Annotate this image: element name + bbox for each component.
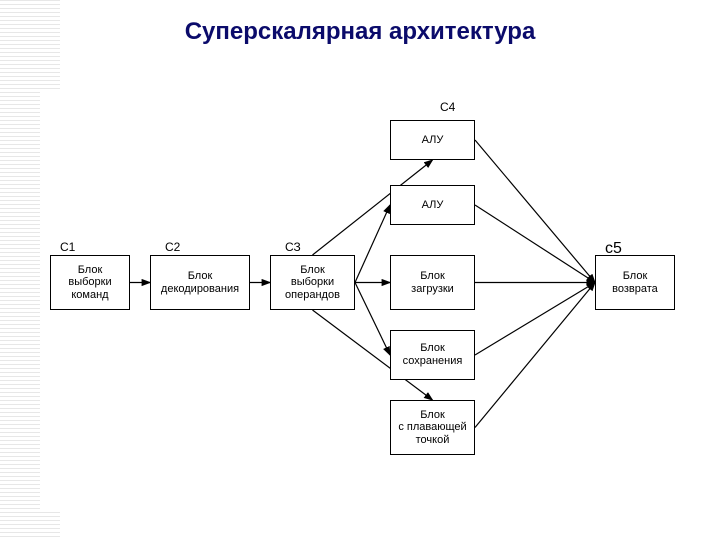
arrows-layer [40, 90, 690, 510]
page-title: Суперскалярная архитектура [0, 18, 720, 46]
stage-label-c5: с5 [605, 240, 622, 258]
node-decode: Блокдекодирования [150, 255, 250, 310]
edge-operand-store [355, 283, 390, 356]
node-return: Блоквозврата [595, 255, 675, 310]
edge-store-return [475, 283, 595, 356]
slide-root: Суперскалярная архитектура Блоквыборкико… [0, 0, 720, 540]
diagram-container: Блоквыборкикоманд Блокдекодирования Блоквы… [40, 90, 690, 510]
node-alu2: АЛУ [390, 185, 475, 225]
node-alu1: АЛУ [390, 120, 475, 160]
edge-fpu-return [475, 283, 595, 428]
node-fpu: Блокс плавающейточкой [390, 400, 475, 455]
node-fetch: Блоквыборкикоманд [50, 255, 130, 310]
stage-label-c3: СЗ [285, 240, 301, 254]
stage-label-c1: С1 [60, 240, 75, 254]
stage-label-c2: С2 [165, 240, 180, 254]
edge-operand-alu2 [355, 205, 390, 283]
edge-alu1-return [475, 140, 595, 283]
node-store: Блоксохранения [390, 330, 475, 380]
node-load: Блокзагрузки [390, 255, 475, 310]
node-operand: Блоквыборкиоперандов [270, 255, 355, 310]
stage-label-c4: С4 [440, 100, 455, 114]
edge-alu2-return [475, 205, 595, 283]
